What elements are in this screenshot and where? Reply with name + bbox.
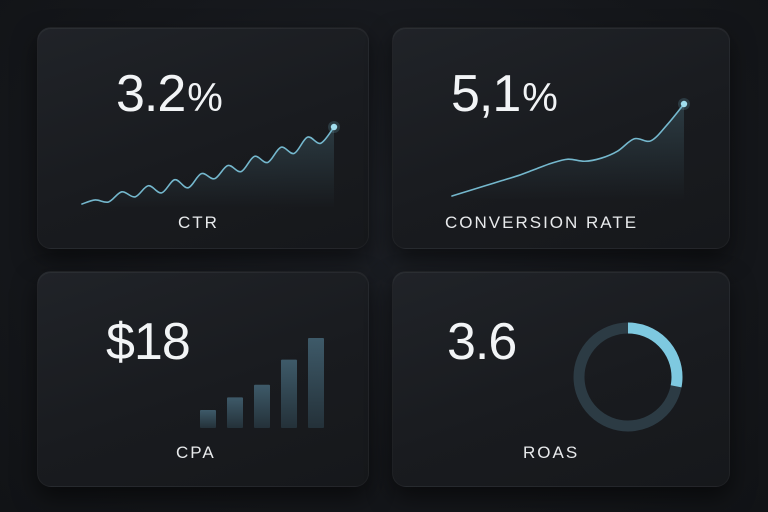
ctr-card[interactable]: 3.2% CTR (37, 27, 369, 249)
ctr-trend-chart (81, 121, 340, 208)
cpa-bar (281, 359, 297, 428)
conversion-rate-trend-end-glow (678, 98, 690, 110)
cpa-bar (254, 384, 270, 428)
roas-card[interactable]: 3.6 ROAS (392, 271, 730, 487)
ctr-trend-area (82, 127, 334, 208)
conversion-rate-label: CONVERSION RATE (445, 213, 639, 232)
conversion-rate-value-number: 5,1 (451, 65, 521, 123)
ctr-value: 3.2% (116, 68, 223, 120)
conversion-rate-trend-end-dot (680, 100, 688, 108)
cpa-bar (308, 338, 324, 428)
conversion-rate-value-unit: % (522, 76, 558, 120)
roas-ring-chart (573, 322, 683, 432)
ctr-value-number: 3.2 (116, 65, 186, 123)
ctr-trend-end-glow (328, 121, 340, 133)
cpa-card[interactable]: $18 CPA (37, 271, 369, 487)
cpa-label: CPA (176, 443, 216, 462)
roas-value: 3.6 (447, 313, 517, 371)
roas-ring-progress (573, 322, 683, 432)
ctr-trend-end-dot (330, 123, 338, 131)
ctr-value-unit: % (187, 76, 223, 120)
cpa-bar-chart (200, 338, 324, 428)
conversion-rate-trend-line (451, 103, 685, 197)
cpa-bar (227, 397, 243, 428)
cpa-value: $18 (106, 313, 191, 371)
conversion-rate-trend-area (452, 104, 684, 200)
cpa-bar (200, 410, 216, 428)
ctr-label: CTR (178, 213, 219, 232)
roas-value-number: 3.6 (447, 313, 517, 371)
conversion-rate-value: 5,1% (451, 68, 558, 120)
conversion-rate-card[interactable]: 5,1% CONVERSION RATE (392, 27, 730, 249)
cpa-value-number: $18 (106, 313, 191, 371)
roas-label: ROAS (523, 443, 580, 462)
conversion-rate-trend-chart (451, 98, 690, 200)
ctr-trend-line (81, 126, 335, 205)
